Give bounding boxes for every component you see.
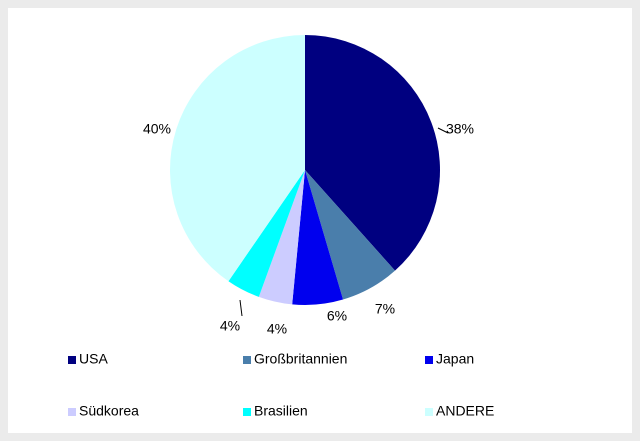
legend-label: Japan — [436, 351, 474, 367]
pie-slice — [258, 170, 305, 305]
legend-label: Brasilien — [254, 403, 308, 419]
data-label: 38% — [446, 121, 474, 137]
pie-slice — [305, 170, 396, 300]
legend-swatch — [243, 356, 251, 364]
legend-label: USA — [79, 351, 108, 367]
data-label: 7% — [375, 301, 395, 317]
data-label: 6% — [327, 308, 347, 324]
data-label: 4% — [267, 321, 287, 337]
pie-slice — [292, 170, 344, 305]
legend-swatch — [425, 408, 433, 416]
data-label: 40% — [143, 121, 171, 137]
legend-swatch — [243, 408, 251, 416]
data-label: 4% — [220, 318, 240, 334]
pie-slice — [228, 170, 305, 297]
legend-label: Südkorea — [79, 403, 139, 419]
pie-slice — [170, 35, 305, 282]
legend-swatch — [68, 356, 76, 364]
legend-swatch — [68, 408, 76, 416]
legend-label: Großbritannien — [254, 351, 347, 367]
leader-line — [239, 299, 243, 317]
leader-line — [437, 127, 449, 134]
pie-slice — [305, 35, 440, 271]
legend-label: ANDERE — [436, 403, 494, 419]
legend-swatch — [425, 356, 433, 364]
